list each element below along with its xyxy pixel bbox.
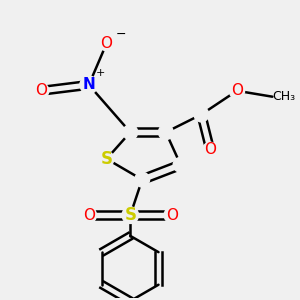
Circle shape	[229, 83, 244, 98]
Text: −: −	[116, 28, 127, 41]
Circle shape	[99, 152, 114, 166]
Text: +: +	[96, 68, 105, 78]
Circle shape	[81, 207, 97, 223]
Circle shape	[202, 142, 218, 158]
Circle shape	[173, 158, 188, 172]
Text: O: O	[35, 83, 47, 98]
Text: CH₃: CH₃	[272, 90, 296, 103]
Circle shape	[123, 125, 138, 140]
Text: O: O	[83, 208, 95, 223]
Text: O: O	[100, 36, 112, 51]
Text: O: O	[231, 83, 243, 98]
Circle shape	[135, 172, 149, 187]
Text: S: S	[100, 150, 112, 168]
Circle shape	[80, 76, 98, 94]
Circle shape	[194, 107, 209, 122]
Text: O: O	[166, 208, 178, 223]
Circle shape	[122, 207, 139, 224]
Text: O: O	[204, 142, 216, 158]
Circle shape	[34, 83, 49, 98]
Text: N: N	[82, 77, 95, 92]
Circle shape	[99, 36, 114, 51]
Circle shape	[158, 125, 173, 140]
Text: S: S	[124, 206, 136, 224]
Circle shape	[164, 207, 179, 223]
